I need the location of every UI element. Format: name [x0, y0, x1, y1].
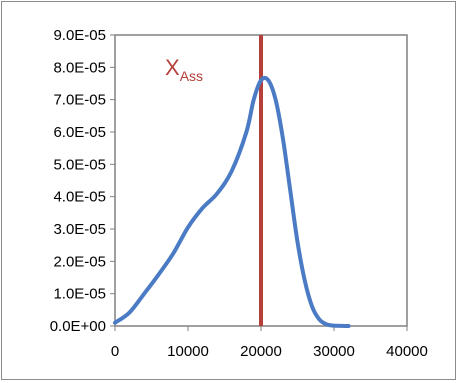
y-tick-label: 1.0E-05: [53, 286, 106, 303]
y-tick-label: 2.0E-05: [53, 253, 106, 270]
xass-label: XAss: [165, 55, 203, 84]
x-tick-label: 10000: [167, 343, 209, 360]
y-tick-label: 8.0E-05: [53, 59, 106, 76]
y-tick-label: 7.0E-05: [53, 92, 106, 109]
x-tick-label: 40000: [386, 343, 428, 360]
y-tick-label: 9.0E-05: [53, 27, 106, 44]
y-tick-label: 6.0E-05: [53, 124, 106, 141]
y-tick-label: 3.0E-05: [53, 221, 106, 238]
y-tick-label: 0.0E+00: [50, 318, 106, 335]
x-axis-ticks: 0 10000 20000 30000 40000: [111, 326, 428, 360]
y-axis-ticks: 0.0E+00 1.0E-05 2.0E-05 3.0E-05 4.0E-05 5.0E-…: [50, 27, 115, 335]
y-tick-label: 5.0E-05: [53, 156, 106, 173]
x-tick-label: 30000: [313, 343, 355, 360]
xass-label-subscript: Ass: [180, 68, 203, 84]
x-tick-label: 20000: [240, 343, 282, 360]
y-tick-label: 4.0E-05: [53, 189, 106, 206]
xass-label-main: X: [165, 55, 180, 80]
x-tick-label: 0: [111, 343, 119, 360]
density-curve: [113, 75, 351, 328]
